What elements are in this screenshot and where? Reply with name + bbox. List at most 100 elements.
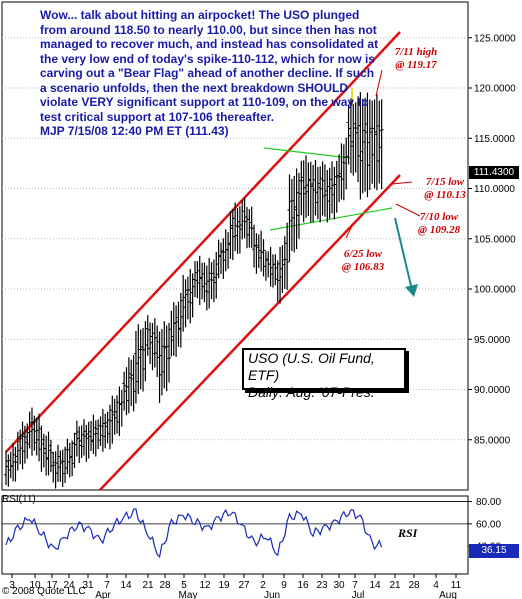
ohlc-bar bbox=[185, 276, 190, 320]
price-plot-frame bbox=[1, 1, 469, 491]
annotation-arrows bbox=[345, 69, 421, 297]
price-tick-label: 90.0000 bbox=[474, 385, 511, 396]
date-tick-label: 28 bbox=[408, 580, 420, 591]
ohlc-bar bbox=[270, 254, 275, 288]
ohlc-bar bbox=[327, 167, 332, 219]
ohlc-bar bbox=[240, 200, 245, 240]
ohlc-bar bbox=[254, 233, 259, 274]
month-label: May bbox=[179, 590, 198, 599]
ohlc-bar bbox=[275, 260, 280, 302]
ohlc-bar bbox=[105, 411, 110, 444]
date-tick-label: 14 bbox=[369, 580, 381, 591]
date-tick-label: 3 bbox=[9, 580, 15, 591]
date-tick-label: 4 bbox=[433, 580, 439, 591]
ohlc-bar bbox=[334, 160, 339, 213]
ohlc-bar bbox=[8, 451, 13, 479]
ohlc-bar bbox=[353, 102, 358, 173]
ohlc-bar bbox=[178, 293, 183, 348]
date-tick-label: 19 bbox=[218, 580, 230, 591]
ohlc-bar bbox=[48, 439, 53, 473]
ohlc-bar bbox=[261, 239, 266, 277]
ohlc-bar bbox=[372, 99, 377, 189]
ohlc-bar bbox=[122, 371, 127, 411]
legend-line-1: USO (U.S. Oil Fund, ETF) bbox=[248, 350, 375, 383]
ohlc-bar bbox=[249, 206, 254, 248]
ohlc-bar bbox=[91, 414, 96, 455]
flag-upper-line bbox=[263, 147, 351, 159]
legend-line-2: Daily: Aug. '07-Pres. bbox=[248, 384, 375, 400]
ohlc-bar bbox=[46, 431, 51, 476]
date-tick-label: 30 bbox=[333, 580, 345, 591]
ohlc-bar bbox=[11, 443, 16, 482]
price-axis: 125.0000 120.0000 115.0000 110.0000 105.0000… bbox=[468, 33, 516, 446]
ohlc-bar bbox=[370, 100, 375, 184]
ohlc-bar bbox=[13, 446, 18, 482]
ohlc-bar bbox=[282, 236, 287, 289]
ohlc-bar bbox=[96, 419, 101, 449]
price-channel bbox=[5, 31, 401, 491]
ohlc-bar bbox=[138, 329, 143, 390]
rsi-title: RSI(11) bbox=[2, 494, 36, 505]
ohlc-bar bbox=[53, 451, 58, 489]
ohlc-bar bbox=[115, 395, 120, 434]
ohlc-bar bbox=[93, 420, 98, 457]
ohlc-bar bbox=[230, 209, 235, 261]
ohlc-bar bbox=[124, 367, 129, 416]
ohlc-bar bbox=[204, 265, 209, 311]
ohlc-bar bbox=[119, 389, 124, 427]
ohlc-bar bbox=[65, 438, 70, 475]
ohlc-bar bbox=[341, 144, 346, 201]
arrow-low-710 bbox=[395, 203, 421, 217]
month-label: Aug bbox=[439, 590, 457, 599]
ohlc-bar bbox=[60, 449, 65, 487]
ohlc-bar bbox=[89, 420, 94, 451]
ohlc-bar bbox=[278, 246, 283, 304]
ohlc-bar bbox=[244, 207, 249, 249]
channel-lower-line bbox=[99, 174, 401, 491]
chart-legend-box: USO (U.S. Oil Fund, ETF) Daily: Aug. '07… bbox=[242, 348, 406, 400]
ohlc-bar bbox=[145, 315, 150, 356]
date-tick-label: 16 bbox=[297, 580, 309, 591]
ohlc-bar bbox=[268, 246, 273, 287]
ohlc-bar bbox=[367, 99, 372, 191]
date-tick-label: 9 bbox=[281, 580, 287, 591]
ohlc-bar bbox=[233, 202, 238, 252]
ohlc-bar bbox=[171, 302, 176, 356]
ohlc-bar bbox=[112, 398, 117, 435]
ohlc-bar bbox=[167, 322, 172, 383]
date-tick-label: 14 bbox=[120, 580, 132, 591]
ohlc-bar bbox=[289, 178, 294, 251]
rsi-tick-label: 60.00 bbox=[476, 519, 501, 530]
arrow-high bbox=[375, 69, 383, 97]
price-tick-label: 120.0000 bbox=[474, 84, 516, 95]
ohlc-bar bbox=[351, 104, 356, 176]
ohlc-bar bbox=[346, 104, 351, 165]
ohlc-bar bbox=[63, 446, 68, 483]
rsi-label: RSI bbox=[398, 526, 418, 540]
date-tick-label: 24 bbox=[63, 580, 75, 591]
projection-arrow-shaft bbox=[394, 217, 413, 291]
ohlc-bar bbox=[20, 421, 25, 470]
ohlc-bar bbox=[174, 305, 179, 357]
flag-lower-line bbox=[269, 207, 393, 231]
ohlc-bar bbox=[126, 357, 131, 414]
ohlc-bar bbox=[332, 166, 337, 220]
ohlc-bar bbox=[320, 161, 325, 216]
ohlc-bar bbox=[22, 425, 27, 464]
price-tick-label: 105.0000 bbox=[474, 234, 516, 245]
ohlc-bar bbox=[256, 234, 261, 268]
ohlc-bar bbox=[29, 407, 34, 456]
ohlc-bar bbox=[263, 251, 268, 281]
ohlc-bar bbox=[197, 255, 202, 306]
ohlc-bar bbox=[18, 429, 23, 465]
ohlc-bar bbox=[155, 325, 160, 378]
ohlc-bar bbox=[190, 273, 195, 318]
ohlc-bar bbox=[377, 100, 382, 184]
price-tick-label: 125.0000 bbox=[474, 33, 516, 44]
ohlc-bar bbox=[348, 98, 353, 174]
ohlc-bar bbox=[374, 94, 379, 191]
ohlc-bar bbox=[131, 355, 136, 412]
ohlc-bar bbox=[280, 245, 285, 293]
